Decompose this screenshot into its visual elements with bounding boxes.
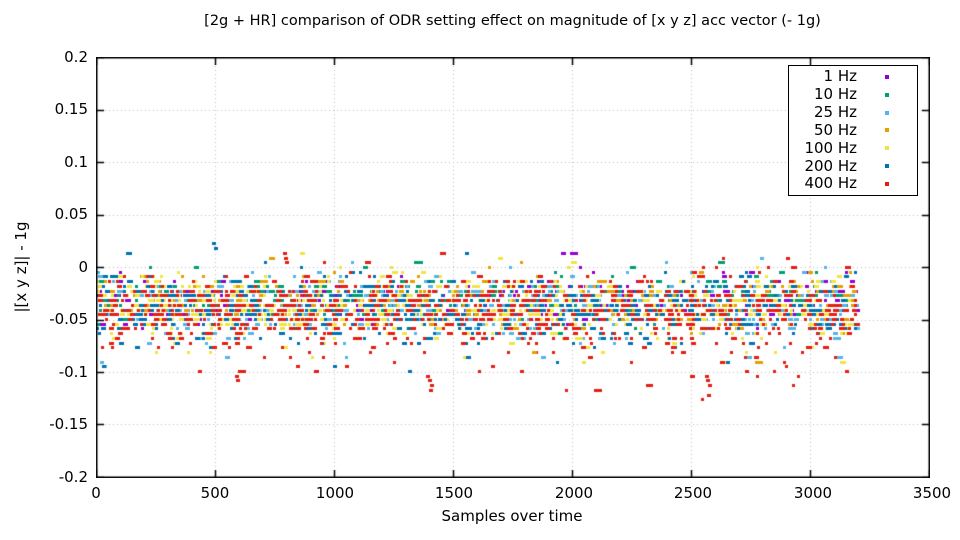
- legend-marker: [885, 146, 889, 151]
- legend-row: 10 Hz: [789, 86, 917, 103]
- x-tick-label: 500: [200, 484, 230, 502]
- y-tick-label: -0.2: [58, 468, 88, 486]
- legend-marker: [885, 128, 889, 133]
- legend-row: 400 Hz: [789, 175, 917, 192]
- legend-label: 100 Hz: [804, 138, 857, 157]
- legend-label: 200 Hz: [804, 156, 857, 175]
- y-tick-label: 0.15: [54, 100, 88, 118]
- x-tick-label: 0: [91, 484, 101, 502]
- legend-label: 400 Hz: [804, 174, 857, 193]
- y-tick-label: -0.15: [49, 415, 88, 433]
- x-tick-label: 3500: [912, 484, 952, 502]
- legend-row: 200 Hz: [789, 156, 917, 175]
- x-tick-label: 1500: [434, 484, 474, 502]
- x-tick-label: 2000: [554, 484, 594, 502]
- legend-row: 1 Hz: [789, 68, 917, 85]
- legend-label: 25 Hz: [813, 103, 857, 122]
- legend-marker: [885, 181, 889, 186]
- legend-marker: [885, 164, 889, 169]
- legend-label: 10 Hz: [813, 85, 857, 104]
- y-tick-label: 0.1: [64, 153, 88, 171]
- x-tick-label: 3000: [793, 484, 833, 502]
- y-tick-label: -0.05: [49, 310, 88, 328]
- x-tick-label: 1000: [315, 484, 355, 502]
- y-tick-label: 0.05: [54, 205, 88, 223]
- chart-title: [2g + HR] comparison of ODR setting effe…: [204, 13, 821, 29]
- legend-label: 1 Hz: [823, 67, 857, 86]
- legend-row: 25 Hz: [789, 104, 917, 121]
- legend-marker: [885, 74, 889, 79]
- x-tick-label: 2500: [673, 484, 713, 502]
- legend-box: 1 Hz 10 Hz 25 Hz 50 Hz 100 Hz 200 Hz 400…: [788, 65, 918, 196]
- y-tick-label: 0.2: [64, 48, 88, 66]
- legend-row: 100 Hz: [789, 138, 917, 157]
- legend-marker: [885, 92, 889, 97]
- legend-marker: [885, 110, 889, 115]
- legend-row: 50 Hz: [789, 120, 917, 139]
- y-tick-label: -0.1: [58, 363, 88, 381]
- legend-label: 50 Hz: [813, 120, 857, 139]
- y-tick-label: 0: [78, 258, 88, 276]
- x-axis-label: Samples over time: [441, 507, 583, 525]
